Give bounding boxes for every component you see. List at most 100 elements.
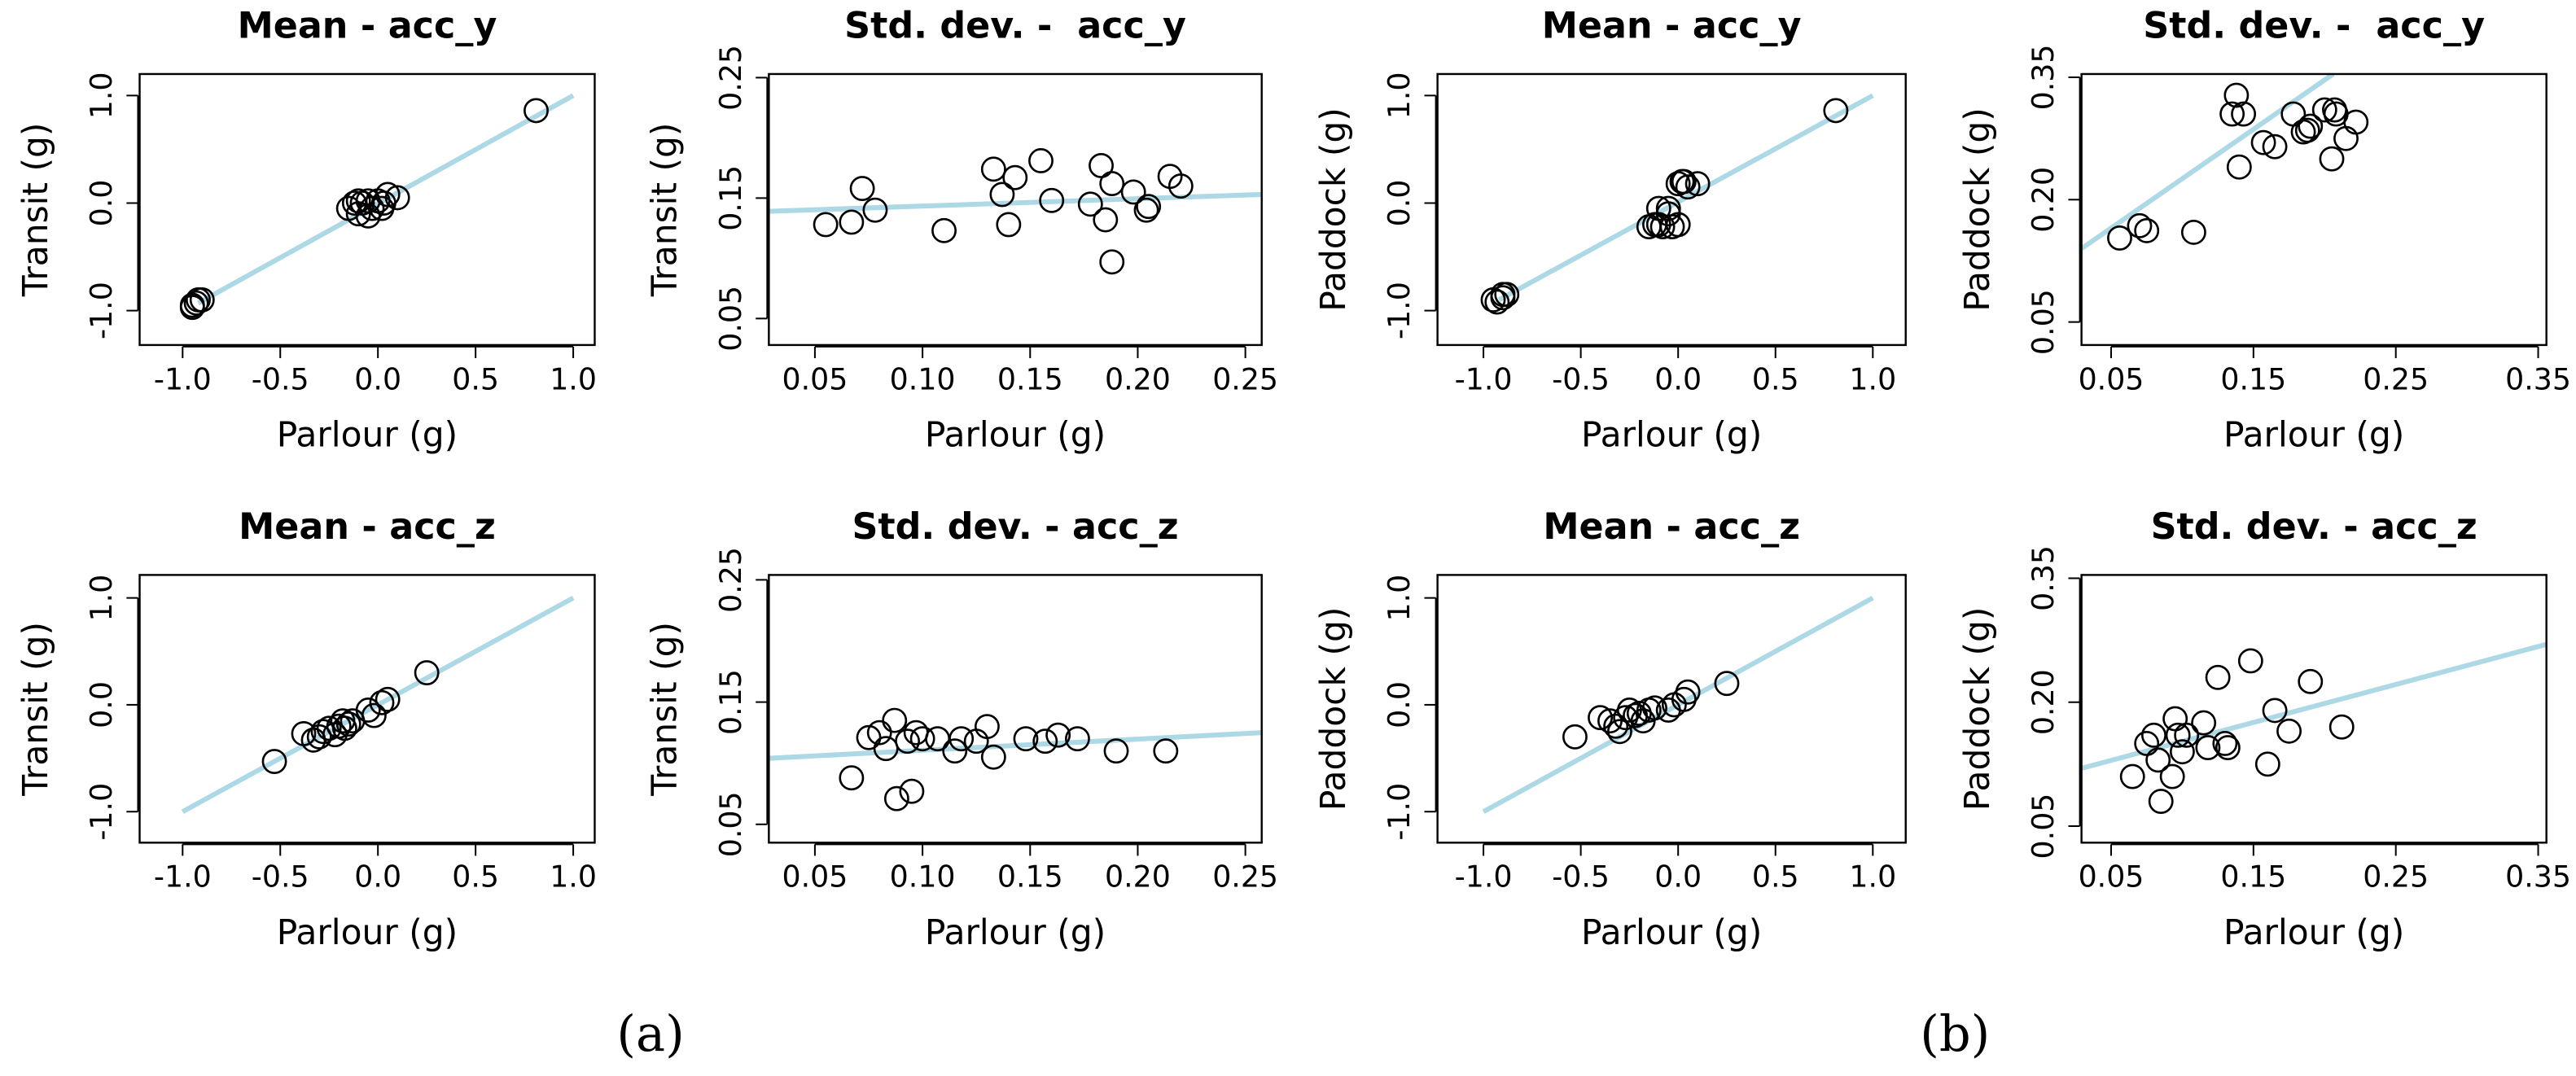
y-tick-label: 0.0 [1382,180,1417,227]
point [2159,763,2185,790]
x-axis-label: Parlour (g) [925,912,1106,952]
x-tick-label: -1.0 [154,859,212,894]
caption: (b) [1920,1006,1990,1063]
point [2215,735,2241,761]
point [2219,101,2245,127]
point [1099,249,1125,275]
panel: Std. dev. - acc_y Parlour (g) Paddock (g) 0… [1957,5,2571,454]
x-tick-label: -0.5 [252,361,309,396]
x-tick-label: 1.0 [550,361,597,396]
x-tick-label: -1.0 [154,361,212,396]
y-axis-label: Paddock (g) [1313,107,1353,312]
point [1645,195,1671,221]
x-tick-label: 0.0 [354,859,401,894]
y-axis-label: Transit (g) [15,123,55,298]
panel-title: Mean - acc_z [239,506,496,548]
x-tick-label: 1.0 [1849,859,1896,894]
point [1077,191,1103,217]
point [375,182,401,208]
point [942,738,968,764]
point [369,195,395,221]
point [1136,194,1162,220]
x-tick-label: -0.5 [1552,859,1610,894]
y-tick-label: 0.0 [84,180,119,227]
x-tick-label: 1.0 [1849,361,1896,396]
point [1120,179,1146,205]
y-tick-label: 1.0 [84,72,119,120]
y-tick-label: 0.20 [2026,669,2061,735]
x-tick-label: 0.25 [1212,361,1278,396]
x-tick-label: -1.0 [1455,361,1513,396]
point [1642,695,1667,721]
point [2119,763,2145,790]
y-tick-label: 0.25 [713,547,748,613]
x-tick-label: 0.05 [2079,859,2144,894]
y-tick-label: 0.35 [2026,545,2061,611]
x-tick-label: 0.5 [1752,361,1799,396]
point [1103,738,1129,764]
point [1032,728,1058,755]
point [866,720,892,746]
panel: Std. dev. - acc_z Parlour (g) Paddock (g) 0… [1957,506,2571,952]
point [862,197,888,223]
y-tick-label: 0.15 [713,669,748,735]
point [2134,217,2160,243]
panel: Mean - acc_y Parlour (g) Transit (g) -1.0 -0… [15,5,597,454]
point [1649,214,1676,240]
point [1603,713,1629,739]
point [361,702,387,728]
panel: Mean - acc_z Parlour (g) Paddock (g) -1.0 -0… [1313,506,1907,952]
point [1028,148,1054,173]
point [883,785,909,811]
y-tick-label: 0.0 [84,681,119,728]
panel: Std. dev. - acc_z Parlour (g) Transit (g) 0… [645,506,1278,952]
y-tick-label: 0.20 [2026,167,2061,233]
x-tick-label: 0.10 [890,361,956,396]
point [2262,133,2288,160]
point [948,726,975,752]
panel-title: Std. dev. - acc_y [844,5,1186,46]
x-tick-label: 0.20 [1105,361,1171,396]
plot-frame [2080,574,2548,844]
panel-title: Std. dev. - acc_z [2151,506,2477,548]
point [316,715,342,741]
x-tick-label: 0.25 [2363,859,2429,894]
plot-frame [1436,574,1907,844]
plot-frame [768,72,1263,347]
point [2107,225,2132,251]
point [414,660,440,685]
point [345,188,371,214]
y-tick-label: 0.05 [2026,289,2061,355]
y-tick-label: -1.0 [1382,783,1417,841]
x-tick-label: 0.35 [2505,361,2571,396]
point [306,724,332,750]
point [931,217,957,243]
point [1655,195,1681,221]
point [2328,714,2355,740]
plot-frame [768,574,1263,844]
panel-title: Mean - acc_y [238,5,497,46]
panel-title: Std. dev. - acc_y [2143,5,2485,46]
point [1093,207,1119,233]
point [2195,735,2221,761]
y-tick-label: 0.05 [2026,794,2061,859]
x-tick-label: 1.0 [550,859,597,894]
y-tick-label: 0.15 [713,165,748,231]
x-tick-label: 0.0 [1654,361,1702,396]
point [2298,668,2324,694]
point [1013,726,1039,752]
plot-frame [1436,72,1907,347]
x-axis-label: Parlour (g) [277,414,458,454]
caption: (a) [616,1006,684,1063]
point [2237,648,2263,674]
x-tick-label: 0.35 [2505,859,2571,894]
x-tick-label: 0.0 [1654,859,1702,894]
point [980,156,1006,182]
point [996,212,1022,238]
point [1002,164,1028,190]
point [2169,739,2195,765]
y-tick-label: 0.05 [713,286,748,352]
point [1099,171,1125,197]
